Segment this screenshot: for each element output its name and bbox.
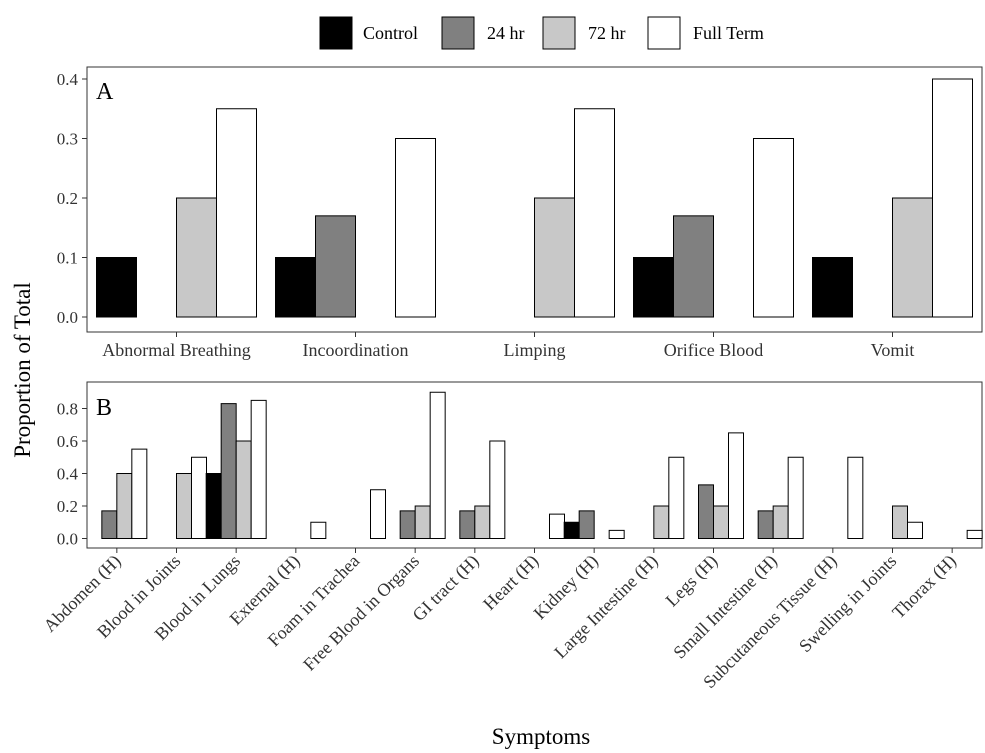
panel-b-bar-24-hr-kidney-h: [578, 510, 595, 539]
panel-a-category-label: Abnormal Breathing: [102, 340, 250, 360]
panel-a-category-label: Orifice Blood: [664, 340, 763, 360]
panel-b-category-label: Small Intestine (H): [669, 551, 781, 663]
panel-b-bar-24-hr-gi-tract-h: [459, 510, 476, 539]
panel-b-bar-full-term-gi-tract-h: [489, 440, 506, 539]
panel-a-category-label: Limping: [504, 340, 566, 360]
panel-b-bar-24-hr-abdomen-h: [101, 510, 118, 539]
legend-swatch-24hr: [441, 16, 475, 50]
panel-b-ytick-label: 0.8: [57, 400, 78, 419]
panel-b-bar-full-term-foam-in-trachea: [370, 489, 386, 539]
panel-b-bar-full-term-external-h: [310, 521, 327, 539]
panel-a-bar-control-orifice-blood: [633, 257, 674, 318]
legend-item-full-term: Full Term: [647, 16, 764, 50]
panel-b-bar-full-term-small-intestine-h: [787, 456, 804, 539]
legend-swatch-control: [319, 16, 353, 50]
panel-b-bar-full-term-large-intestine-h: [668, 456, 685, 539]
x-axis-title: Symptoms: [492, 724, 590, 749]
legend-label-72hr: 72 hr: [588, 23, 626, 43]
legend-item-24hr: 24 hr: [441, 16, 525, 50]
panel-b-category-label: Thorax (H): [888, 551, 960, 623]
legend-swatch-72hr: [542, 16, 576, 50]
panel-a-bar-control-vomit: [812, 257, 853, 318]
legend-label-24hr: 24 hr: [487, 23, 525, 43]
panel-b-category-label: Large Intestine (H): [550, 551, 662, 663]
panel-b-bar-72-hr-small-intestine-h: [772, 505, 789, 539]
panel-b-bar-control-kidney-h: [563, 521, 580, 539]
panel-a-bar-full-term-limping: [574, 108, 615, 318]
panel-a-bar-24-hr-incoordination: [315, 215, 356, 318]
panel-a-ytick-label: 0.2: [57, 189, 78, 208]
panel-a-bar-72-hr-abnormal-breathing: [176, 197, 217, 318]
panel-a-bar-full-term-orifice-blood: [753, 138, 794, 318]
panel-b-category-label: Legs (H): [662, 551, 722, 611]
panel-a-ytick-label: 0.4: [57, 70, 79, 89]
panel-a-bar-24-hr-orifice-blood: [673, 215, 714, 318]
panel-b-ytick-label: 0.6: [57, 432, 78, 451]
legend-label-full-term: Full Term: [693, 23, 764, 43]
panel-a-bar-full-term-abnormal-breathing: [216, 108, 257, 318]
panel-b-bar-full-term-abdomen-h: [131, 448, 148, 539]
panel-b-bar-full-term-legs-h: [728, 432, 744, 539]
panel-a-category-label: Vomit: [871, 340, 915, 360]
panel-b-bar-24-hr-small-intestine-h: [757, 510, 774, 539]
panel-b-bar-72-hr-legs-h: [713, 505, 729, 539]
panel-b-category-label: Free Blood in Organs: [299, 551, 423, 675]
panel-a-bar-72-hr-limping: [534, 197, 575, 318]
legend-label-control: Control: [363, 23, 418, 43]
panel-b-bar-control-blood-in-lungs: [205, 473, 222, 539]
panel-a-bar-control-abnormal-breathing: [96, 257, 137, 318]
panel-b-bar-full-term-swelling-in-joints: [907, 521, 923, 539]
panel-a-bar-full-term-incoordination: [395, 138, 436, 318]
panel-a-ytick-label: 0.1: [57, 249, 78, 268]
panel-b-bar-72-hr-abdomen-h: [116, 473, 133, 539]
panel-b-bar-full-term-thorax-h: [966, 529, 983, 539]
panel-b-bar-72-hr-gi-tract-h: [474, 505, 491, 539]
panel-b-ytick-label: 0.4: [57, 465, 79, 484]
panel-b-bar-72-hr-large-intestine-h: [653, 505, 670, 539]
panel-b-bar-full-term-subcutaneous-tissue-h: [847, 456, 864, 539]
panel-b-bar-72-hr-swelling-in-joints: [892, 505, 908, 539]
panel-b-bar-72-hr-free-blood-in-organs: [414, 505, 431, 539]
panel-a-bar-full-term-vomit: [932, 78, 973, 318]
panel-b-label: B: [96, 395, 112, 421]
legend-item-72hr: 72 hr: [542, 16, 626, 50]
legend-item-control: Control: [319, 16, 418, 50]
panel-a-bar-control-incoordination: [275, 257, 316, 318]
panel-b-bar-24-hr-legs-h: [698, 484, 714, 539]
panel-a-label: A: [96, 79, 114, 105]
panel-b-ytick-label: 0.2: [57, 497, 78, 516]
panel-a-ytick-label: 0.3: [57, 130, 78, 149]
panel-b-ytick-label: 0.0: [57, 530, 78, 549]
panel-b-bar-full-term-heart-h: [549, 513, 565, 539]
panel-a-category-label: Incoordination: [303, 340, 409, 360]
panel-b-bar-full-term-free-blood-in-organs: [429, 391, 446, 539]
panel-a-ytick-label: 0.0: [57, 308, 78, 327]
panel-a-bar-72-hr-vomit: [892, 197, 933, 318]
legend: Control 24 hr 72 hr Full Term: [319, 16, 764, 50]
y-axis-title: Proportion of Total: [10, 282, 35, 458]
panel-b-bar-72-hr-blood-in-joints: [176, 473, 192, 539]
panel-a-plot: 0.0 0.1 0.2 0.3 0.4 Abnormal Breathing Incoord…: [57, 70, 973, 360]
panel-b-bar-full-term-blood-in-joints: [191, 456, 207, 539]
panel-b-bar-full-term-blood-in-lungs: [250, 399, 267, 539]
legend-swatch-full-term: [647, 16, 681, 50]
panel-b-bar-24-hr-blood-in-lungs: [220, 403, 237, 539]
panel-b-bar-72-hr-blood-in-lungs: [235, 440, 252, 539]
panel-b-bar-full-term-kidney-h: [608, 529, 625, 539]
panel-b-bar-24-hr-free-blood-in-organs: [399, 510, 416, 539]
